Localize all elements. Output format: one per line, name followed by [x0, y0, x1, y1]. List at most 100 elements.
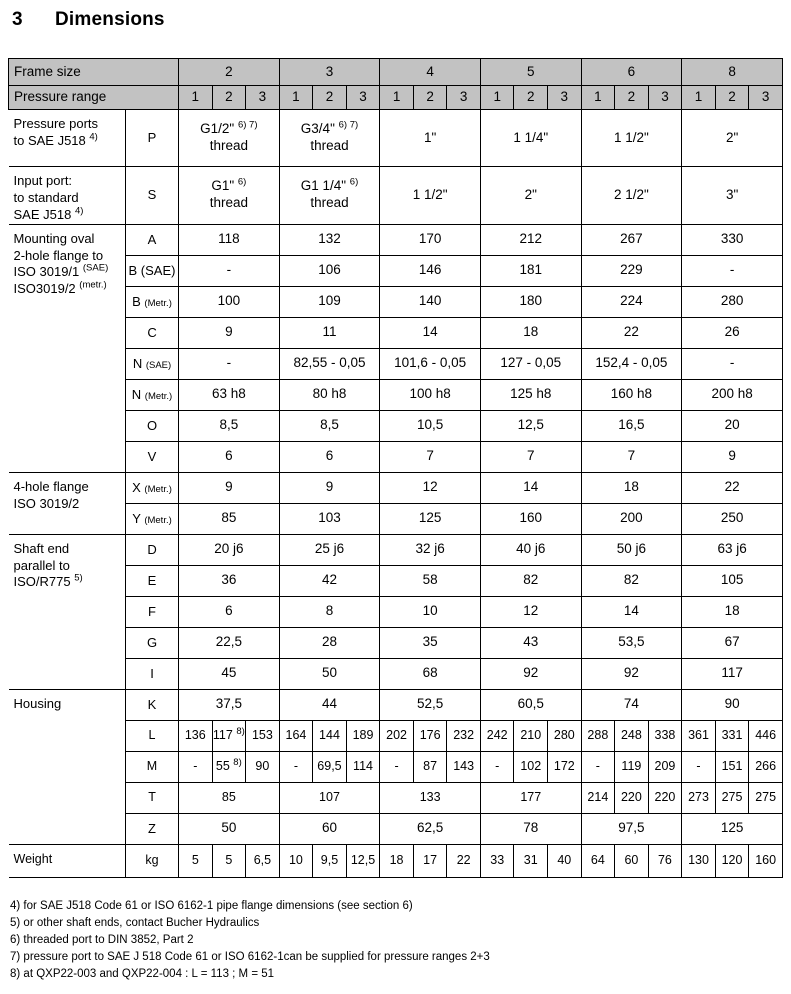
data-cell: 153 [245, 719, 280, 752]
header-cell: 3 [278, 58, 381, 86]
data-cell: 125 h8 [479, 378, 582, 411]
data-cell: G1/2" 6) 7) thread [178, 109, 280, 167]
data-cell: 7 [580, 440, 683, 473]
dim-letter: I [124, 657, 180, 690]
data-cell: 200 h8 [681, 378, 783, 411]
data-cell: 1 1/2" [580, 109, 683, 167]
data-cell: 160 h8 [580, 378, 683, 411]
data-cell: 90 [681, 688, 783, 721]
data-cell: 210 [513, 719, 549, 752]
header-cell: 1 [479, 85, 515, 110]
footnote-line: 4) for SAE J518 Code 61 or ISO 6162-1 pi… [10, 899, 413, 912]
data-cell: 18 [681, 595, 783, 628]
data-cell: - [681, 750, 716, 783]
data-cell: 90 [245, 750, 280, 783]
dim-letter: O [124, 409, 180, 442]
data-cell: 50 [278, 657, 381, 690]
dim-letter: B (Metr.) [124, 285, 180, 318]
header-cell: 2 [211, 85, 247, 110]
data-cell: 107 [278, 781, 381, 814]
data-cell: 74 [580, 688, 683, 721]
data-cell: - [681, 254, 783, 287]
data-cell: 20 [681, 409, 783, 442]
dim-letter: E [124, 564, 180, 597]
header-cell: 2 [412, 85, 448, 110]
data-cell: G1" 6) thread [178, 166, 280, 225]
data-cell: 250 [681, 502, 783, 535]
data-cell: 288 [580, 719, 616, 752]
data-cell: 10 [379, 595, 481, 628]
dim-letter: S [124, 166, 180, 225]
data-cell: 144 [312, 719, 347, 752]
row-label: Pressure ports to SAE J518 4) [8, 109, 126, 167]
data-cell: 43 [479, 626, 582, 659]
data-cell: 60 [278, 812, 381, 845]
data-cell: 143 [446, 750, 481, 783]
data-cell: 105 [681, 564, 783, 597]
data-cell: 267 [580, 223, 683, 256]
data-cell: 82,55 - 0,05 [278, 347, 381, 380]
data-cell: 220 [647, 781, 683, 814]
header-cell: 5 [479, 58, 582, 86]
data-cell: 60,5 [479, 688, 582, 721]
data-cell: 224 [580, 285, 683, 318]
row-label: Weight [8, 843, 126, 878]
data-cell: 7 [479, 440, 582, 473]
header-cell: 3 [547, 85, 582, 110]
data-cell: 172 [547, 750, 582, 783]
data-cell: 26 [681, 316, 783, 349]
data-cell: 2 1/2" [580, 166, 683, 225]
data-cell: 82 [580, 564, 683, 597]
data-cell: 6 [178, 595, 280, 628]
dim-letter: Y (Metr.) [124, 502, 180, 535]
data-cell: 212 [479, 223, 582, 256]
data-cell: 130 [681, 843, 716, 878]
footnote-line: 8) at QXP22-003 and QXP22-004 : L = 113 … [10, 967, 275, 980]
dim-letter: K [124, 688, 180, 721]
data-cell: 118 [178, 223, 280, 256]
data-cell: 63 j6 [681, 533, 783, 566]
data-cell: 9,5 [312, 843, 347, 878]
data-cell: 58 [379, 564, 481, 597]
data-cell: 3" [681, 166, 783, 225]
data-cell: 9 [178, 471, 280, 504]
data-cell: 100 h8 [379, 378, 481, 411]
data-cell: 40 [547, 843, 582, 878]
data-cell: 125 [681, 812, 783, 845]
data-cell: 64 [580, 843, 616, 878]
footnote-line: 6) threaded port to DIN 3852, Part 2 [10, 933, 194, 946]
data-cell: 229 [580, 254, 683, 287]
dim-letter: B (SAE) [124, 254, 180, 287]
data-cell: - [178, 254, 280, 287]
footnote-line: 7) pressure port to SAE J 518 Code 61 or… [10, 950, 490, 963]
data-cell: 6 [278, 440, 381, 473]
section-number: 3 [12, 9, 23, 30]
data-cell: 62,5 [379, 812, 481, 845]
data-cell: 50 [178, 812, 280, 845]
data-cell: 8 [278, 595, 381, 628]
data-cell: 33 [479, 843, 515, 878]
data-cell: 331 [714, 719, 750, 752]
data-cell: 5 [211, 843, 247, 878]
data-cell: 102 [513, 750, 549, 783]
data-cell: 97,5 [580, 812, 683, 845]
data-cell: 117 8) [211, 719, 247, 752]
data-cell: 220 [614, 781, 649, 814]
row-label: Input port: to standard SAE J518 4) [8, 166, 126, 225]
dim-letter: M [124, 750, 180, 783]
header-cell: 2 [714, 85, 750, 110]
data-cell: 22 [681, 471, 783, 504]
data-cell: 200 [580, 502, 683, 535]
data-cell: 12,5 [345, 843, 381, 878]
row-label: 4-hole flange ISO 3019/2 [8, 471, 126, 535]
data-cell: 22 [446, 843, 481, 878]
data-cell: 177 [479, 781, 582, 814]
data-cell: 232 [446, 719, 481, 752]
data-cell: 164 [278, 719, 314, 752]
header-cell: 3 [748, 85, 783, 110]
dim-letter: P [124, 109, 180, 167]
header-cell: 2 [312, 85, 347, 110]
data-cell: 7 [379, 440, 481, 473]
data-cell: 87 [412, 750, 448, 783]
footnote-line: 5) or other shaft ends, contact Bucher H… [10, 916, 260, 929]
